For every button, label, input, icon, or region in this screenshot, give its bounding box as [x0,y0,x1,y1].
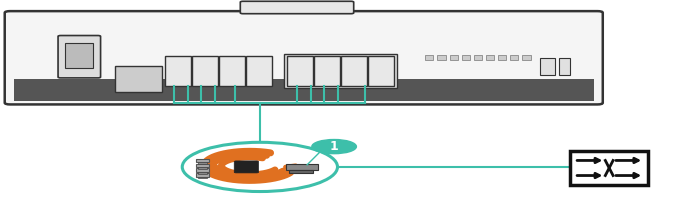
Bar [198,172,207,174]
Bar [559,58,570,75]
Bar [437,55,446,60]
Bar [368,56,394,86]
Circle shape [312,140,356,154]
FancyBboxPatch shape [240,1,354,14]
Bar [540,58,555,75]
Bar [425,55,433,60]
Bar [341,56,367,86]
Bar [196,159,209,162]
Circle shape [182,142,338,192]
Bar [284,54,397,88]
Bar [510,55,518,60]
Bar [65,43,93,68]
FancyBboxPatch shape [234,161,259,173]
Bar [287,56,313,86]
Bar [115,66,162,92]
Bar [286,164,318,170]
Bar [192,56,218,86]
Bar [198,177,207,178]
Bar [14,79,594,101]
Bar [314,56,340,86]
Bar [198,167,207,169]
Bar [165,56,191,86]
FancyBboxPatch shape [5,11,603,104]
Bar [474,55,482,60]
Bar [196,173,209,177]
Bar [486,55,494,60]
FancyBboxPatch shape [58,36,101,78]
Bar [198,162,207,164]
Bar [246,56,272,86]
Bar [219,56,245,86]
Bar [570,151,648,185]
Bar [450,55,458,60]
Bar [196,168,209,172]
Bar [522,55,531,60]
Bar [462,55,470,60]
Bar [196,164,209,167]
Text: 1: 1 [330,140,338,153]
Bar [498,55,506,60]
Bar [289,170,313,173]
